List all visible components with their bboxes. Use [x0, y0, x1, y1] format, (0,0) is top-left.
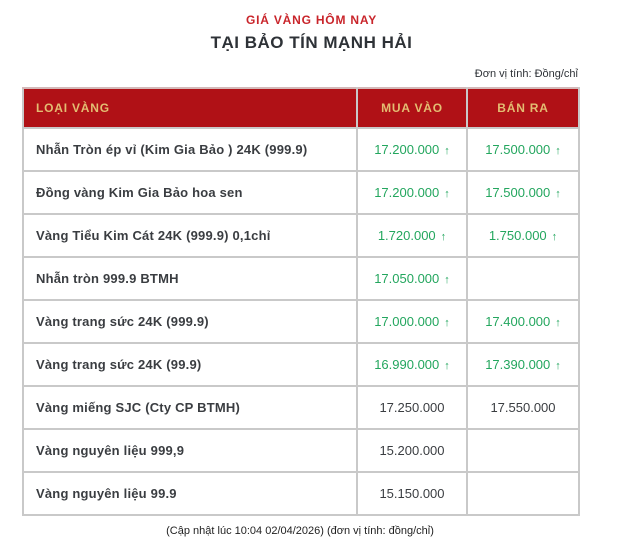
sell-price-value: 17.500.000 [485, 142, 551, 157]
sell-price-cell: ↑ [466, 428, 580, 473]
sell-price-cell: 17.500.000 ↑ [466, 127, 580, 172]
buy-price-cell: 1.720.000 ↑ [356, 213, 468, 258]
header-row: LOẠI VÀNG MUA VÀO BÁN RA [22, 87, 580, 129]
buy-price-value: 17.050.000 [374, 271, 440, 286]
buy-price-cell: 17.200.000 ↑ [356, 127, 468, 172]
price-table-header: LOẠI VÀNG MUA VÀO BÁN RA [22, 87, 580, 129]
sell-price-value: 17.390.000 [485, 357, 551, 372]
buy-price-cell: 15.150.000↑ [356, 471, 468, 516]
buy-price-cell: 17.050.000 ↑ [356, 256, 468, 301]
up-arrow-icon: ↑ [555, 360, 561, 372]
page-subtitle: TẠI BẢO TÍN MẠNH HẢI [210, 33, 413, 52]
up-arrow-icon: ↑ [444, 317, 450, 329]
unit-note: Đơn vị tính: Đồng/chỉ [474, 68, 578, 80]
buy-price-cell: 17.250.000↑ [356, 385, 468, 430]
table-row: Vàng trang sức 24K (99.9) 16.990.000 ↑ 17… [22, 342, 580, 387]
column-header-gold-type: LOẠI VÀNG [22, 87, 358, 129]
gold-type-cell: Đồng vàng Kim Gia Bảo hoa sen [22, 170, 358, 215]
buy-price-cell: 17.000.000 ↑ [356, 299, 468, 344]
up-arrow-icon: ↑ [555, 188, 561, 200]
buy-price-value: 15.150.000 [379, 486, 445, 501]
up-arrow-icon: ↑ [444, 274, 450, 286]
sell-price-cell: 17.550.000↑ [466, 385, 580, 430]
gold-type-cell: Vàng Tiểu Kim Cát 24K (999.9) 0,1chỉ [22, 213, 358, 258]
sell-price-cell: 17.500.000 ↑ [466, 170, 580, 215]
up-arrow-icon: ↑ [555, 145, 561, 157]
up-arrow-icon: ↑ [551, 231, 558, 243]
buy-price-value: 15.200.000 [379, 443, 445, 458]
gold-type-cell: Nhẫn tròn 999.9 BTMH [22, 256, 358, 301]
page-title: GIÁ VÀNG HÔM NAY [245, 13, 378, 27]
column-header-buy: MUA VÀO [356, 87, 468, 129]
table-row: Vàng Tiểu Kim Cát 24K (999.9) 0,1chỉ 1.7… [22, 213, 580, 258]
buy-price-value: 17.200.000 [374, 185, 440, 200]
sell-price-value: 17.550.000 [490, 400, 556, 415]
gold-type-cell: Vàng nguyên liệu 999,9 [22, 428, 358, 473]
table-row: Vàng nguyên liệu 99.9 15.150.000↑ ↑ [22, 471, 580, 516]
buy-price-value: 17.250.000 [379, 400, 445, 415]
gold-type-cell: Vàng trang sức 24K (99.9) [22, 342, 358, 387]
sell-price-cell: 17.400.000 ↑ [466, 299, 580, 344]
up-arrow-icon: ↑ [444, 360, 450, 372]
up-arrow-icon: ↑ [555, 317, 561, 329]
buy-price-cell: 16.990.000 ↑ [356, 342, 468, 387]
sell-price-cell: 1.750.000 ↑ [466, 213, 580, 258]
footer-note: (Cập nhật lúc 10:04 02/04/2026) (đơn vị … [166, 525, 434, 537]
table-row: Nhẫn tròn 999.9 BTMH 17.050.000 ↑ ↑ [22, 256, 580, 301]
buy-price-value: 17.000.000 [374, 314, 440, 329]
table-row: Đồng vàng Kim Gia Bảo hoa sen 17.200.000… [22, 170, 580, 215]
gold-type-cell: Vàng trang sức 24K (999.9) [22, 299, 358, 344]
price-table: LOẠI VÀNG MUA VÀO BÁN RA Nhẫn Tròn ép vỉ… [22, 87, 580, 516]
up-arrow-icon: ↑ [444, 145, 450, 157]
sell-price-value: 17.500.000 [485, 185, 551, 200]
gold-type-cell: Nhẫn Tròn ép vỉ (Kim Gia Bảo ) 24K (999.… [22, 127, 358, 172]
table-row: Vàng nguyên liệu 999,9 15.200.000↑ ↑ [22, 428, 580, 473]
buy-price-value: 16.990.000 [374, 357, 440, 372]
sell-price-cell: ↑ [466, 471, 580, 516]
buy-price-cell: 17.200.000 ↑ [356, 170, 468, 215]
gold-type-cell: Vàng nguyên liệu 99.9 [22, 471, 358, 516]
buy-price-value: 17.200.000 [374, 142, 440, 157]
price-table-body: Nhẫn Tròn ép vỉ (Kim Gia Bảo ) 24K (999.… [22, 127, 580, 516]
sell-price-cell: 17.390.000 ↑ [466, 342, 580, 387]
up-arrow-icon: ↑ [444, 188, 450, 200]
table-row: Vàng trang sức 24K (999.9) 17.000.000 ↑ 1… [22, 299, 580, 344]
sell-price-value: 1.750.000 [488, 228, 547, 243]
column-header-sell: BÁN RA [466, 87, 580, 129]
table-row: Vàng miếng SJC (Cty CP BTMH) 17.250.000↑… [22, 385, 580, 430]
sell-price-cell: ↑ [466, 256, 580, 301]
table-row: Nhẫn Tròn ép vỉ (Kim Gia Bảo ) 24K (999.… [22, 127, 580, 172]
gold-type-cell: Vàng miếng SJC (Cty CP BTMH) [22, 385, 358, 430]
up-arrow-icon: ↑ [440, 231, 447, 243]
sell-price-value: 17.400.000 [485, 314, 551, 329]
buy-price-value: 1.720.000 [377, 228, 436, 243]
buy-price-cell: 15.200.000↑ [356, 428, 468, 473]
